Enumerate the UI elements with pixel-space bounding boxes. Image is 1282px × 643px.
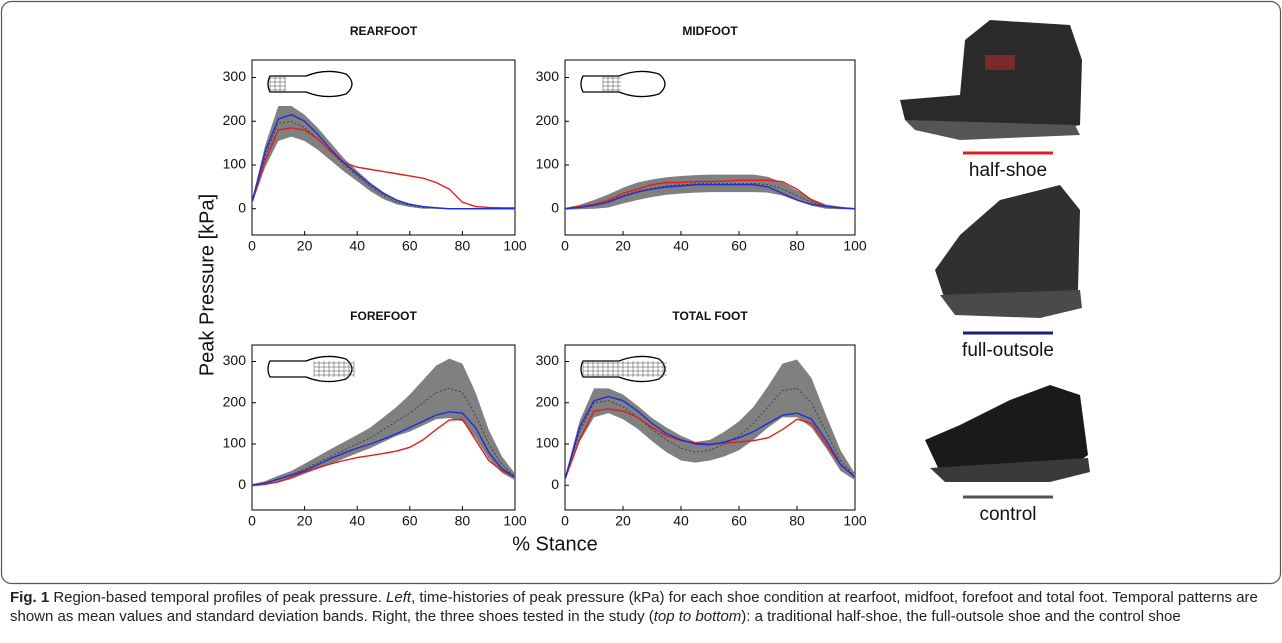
foot-icon	[580, 70, 666, 98]
x-tick-label: 40	[349, 238, 365, 254]
series-line	[564, 408, 856, 480]
series-line	[564, 183, 856, 210]
plot-frame	[564, 59, 856, 236]
y-tick-label: 100	[536, 156, 560, 172]
x-tick-label: 20	[297, 513, 313, 529]
caption: Fig. 1 Region-based temporal profiles of…	[10, 588, 1272, 626]
x-tick-label: 0	[248, 238, 256, 254]
y-tick-label: 200	[223, 393, 247, 409]
x-tick-label: 20	[615, 513, 631, 529]
sd-band	[252, 358, 515, 487]
sd-band	[565, 174, 855, 210]
y-tick-label: 300	[223, 68, 247, 84]
shoe-label: control	[979, 504, 1036, 525]
y-tick-label: 0	[551, 199, 559, 215]
x-tick-label: 40	[673, 238, 689, 254]
full-outsole-image	[935, 185, 1082, 318]
series-line	[251, 127, 515, 209]
x-tick-label: 80	[455, 238, 471, 254]
series-line	[251, 113, 515, 210]
foot-icon	[580, 355, 667, 383]
caption-label: Fig. 1	[10, 589, 50, 606]
series-line	[251, 411, 516, 486]
x-tick-label: 40	[349, 513, 365, 529]
sd-band	[565, 359, 855, 482]
x-axis-label: % Stance	[512, 533, 598, 555]
y-axis-label: Peak Pressure [kPa]	[196, 194, 218, 376]
x-tick-label: 80	[455, 513, 471, 529]
figure-border	[0, 0, 1282, 585]
x-tick-label: 40	[673, 513, 689, 529]
y-tick-label: 0	[551, 476, 559, 492]
foot-outline	[267, 70, 353, 98]
plot-frame	[251, 344, 516, 511]
chart-title: TOTAL FOOT	[672, 309, 748, 323]
y-tick-label: 0	[238, 476, 246, 492]
y-tick-label: 300	[536, 68, 560, 84]
x-tick-label: 100	[503, 238, 527, 254]
x-tick-label: 100	[843, 238, 867, 254]
y-tick-label: 300	[223, 352, 247, 368]
series-line	[251, 418, 516, 486]
x-tick-label: 60	[402, 238, 418, 254]
mean-line	[564, 387, 856, 480]
chart-title: FOREFOOT	[350, 309, 417, 323]
chart-title: REARFOOT	[350, 24, 418, 38]
x-tick-label: 80	[789, 238, 805, 254]
y-tick-label: 200	[536, 393, 560, 409]
x-tick-label: 80	[789, 513, 805, 529]
caption-text: ): a traditional half-shoe, the full-out…	[741, 608, 1181, 625]
y-tick-label: 200	[536, 112, 560, 128]
x-tick-label: 60	[402, 513, 418, 529]
foot-icon	[267, 70, 353, 98]
caption-text: , time-histories of peak pressure (kPa) …	[10, 589, 1258, 625]
y-tick-label: 200	[223, 112, 247, 128]
x-tick-label: 20	[297, 238, 313, 254]
y-tick-label: 100	[536, 435, 560, 451]
plot-frame	[251, 59, 516, 236]
shoe-label: half-shoe	[969, 160, 1047, 181]
mean-line	[564, 182, 856, 210]
series-line	[564, 395, 856, 480]
half-shoe-image	[900, 20, 1082, 140]
caption-italic: Left	[386, 589, 412, 606]
figure: Peak Pressure [kPa] % Stance half-shoe fu…	[0, 0, 1282, 585]
y-tick-label: 0	[238, 199, 246, 215]
foot-outline	[580, 70, 666, 98]
foot-outline	[267, 355, 353, 383]
plot-frame	[564, 344, 856, 511]
sd-band	[252, 105, 515, 210]
x-tick-label: 60	[731, 238, 747, 254]
x-tick-label: 0	[561, 238, 569, 254]
shoe-label: full-outsole	[962, 340, 1054, 361]
x-tick-label: 0	[248, 513, 256, 529]
caption-italic: top to bottom	[653, 608, 742, 625]
x-tick-label: 100	[843, 513, 867, 529]
foot-icon	[267, 355, 355, 383]
x-tick-label: 20	[615, 238, 631, 254]
control-shoe-image	[925, 385, 1090, 482]
x-tick-label: 100	[503, 513, 527, 529]
y-tick-label: 100	[223, 435, 247, 451]
y-tick-label: 300	[536, 352, 560, 368]
x-tick-label: 60	[731, 513, 747, 529]
chart-title: MIDFOOT	[682, 24, 738, 38]
caption-text: Region-based temporal profiles of peak p…	[53, 589, 387, 606]
y-tick-label: 100	[223, 156, 247, 172]
series-line	[564, 179, 856, 210]
x-tick-label: 0	[561, 513, 569, 529]
